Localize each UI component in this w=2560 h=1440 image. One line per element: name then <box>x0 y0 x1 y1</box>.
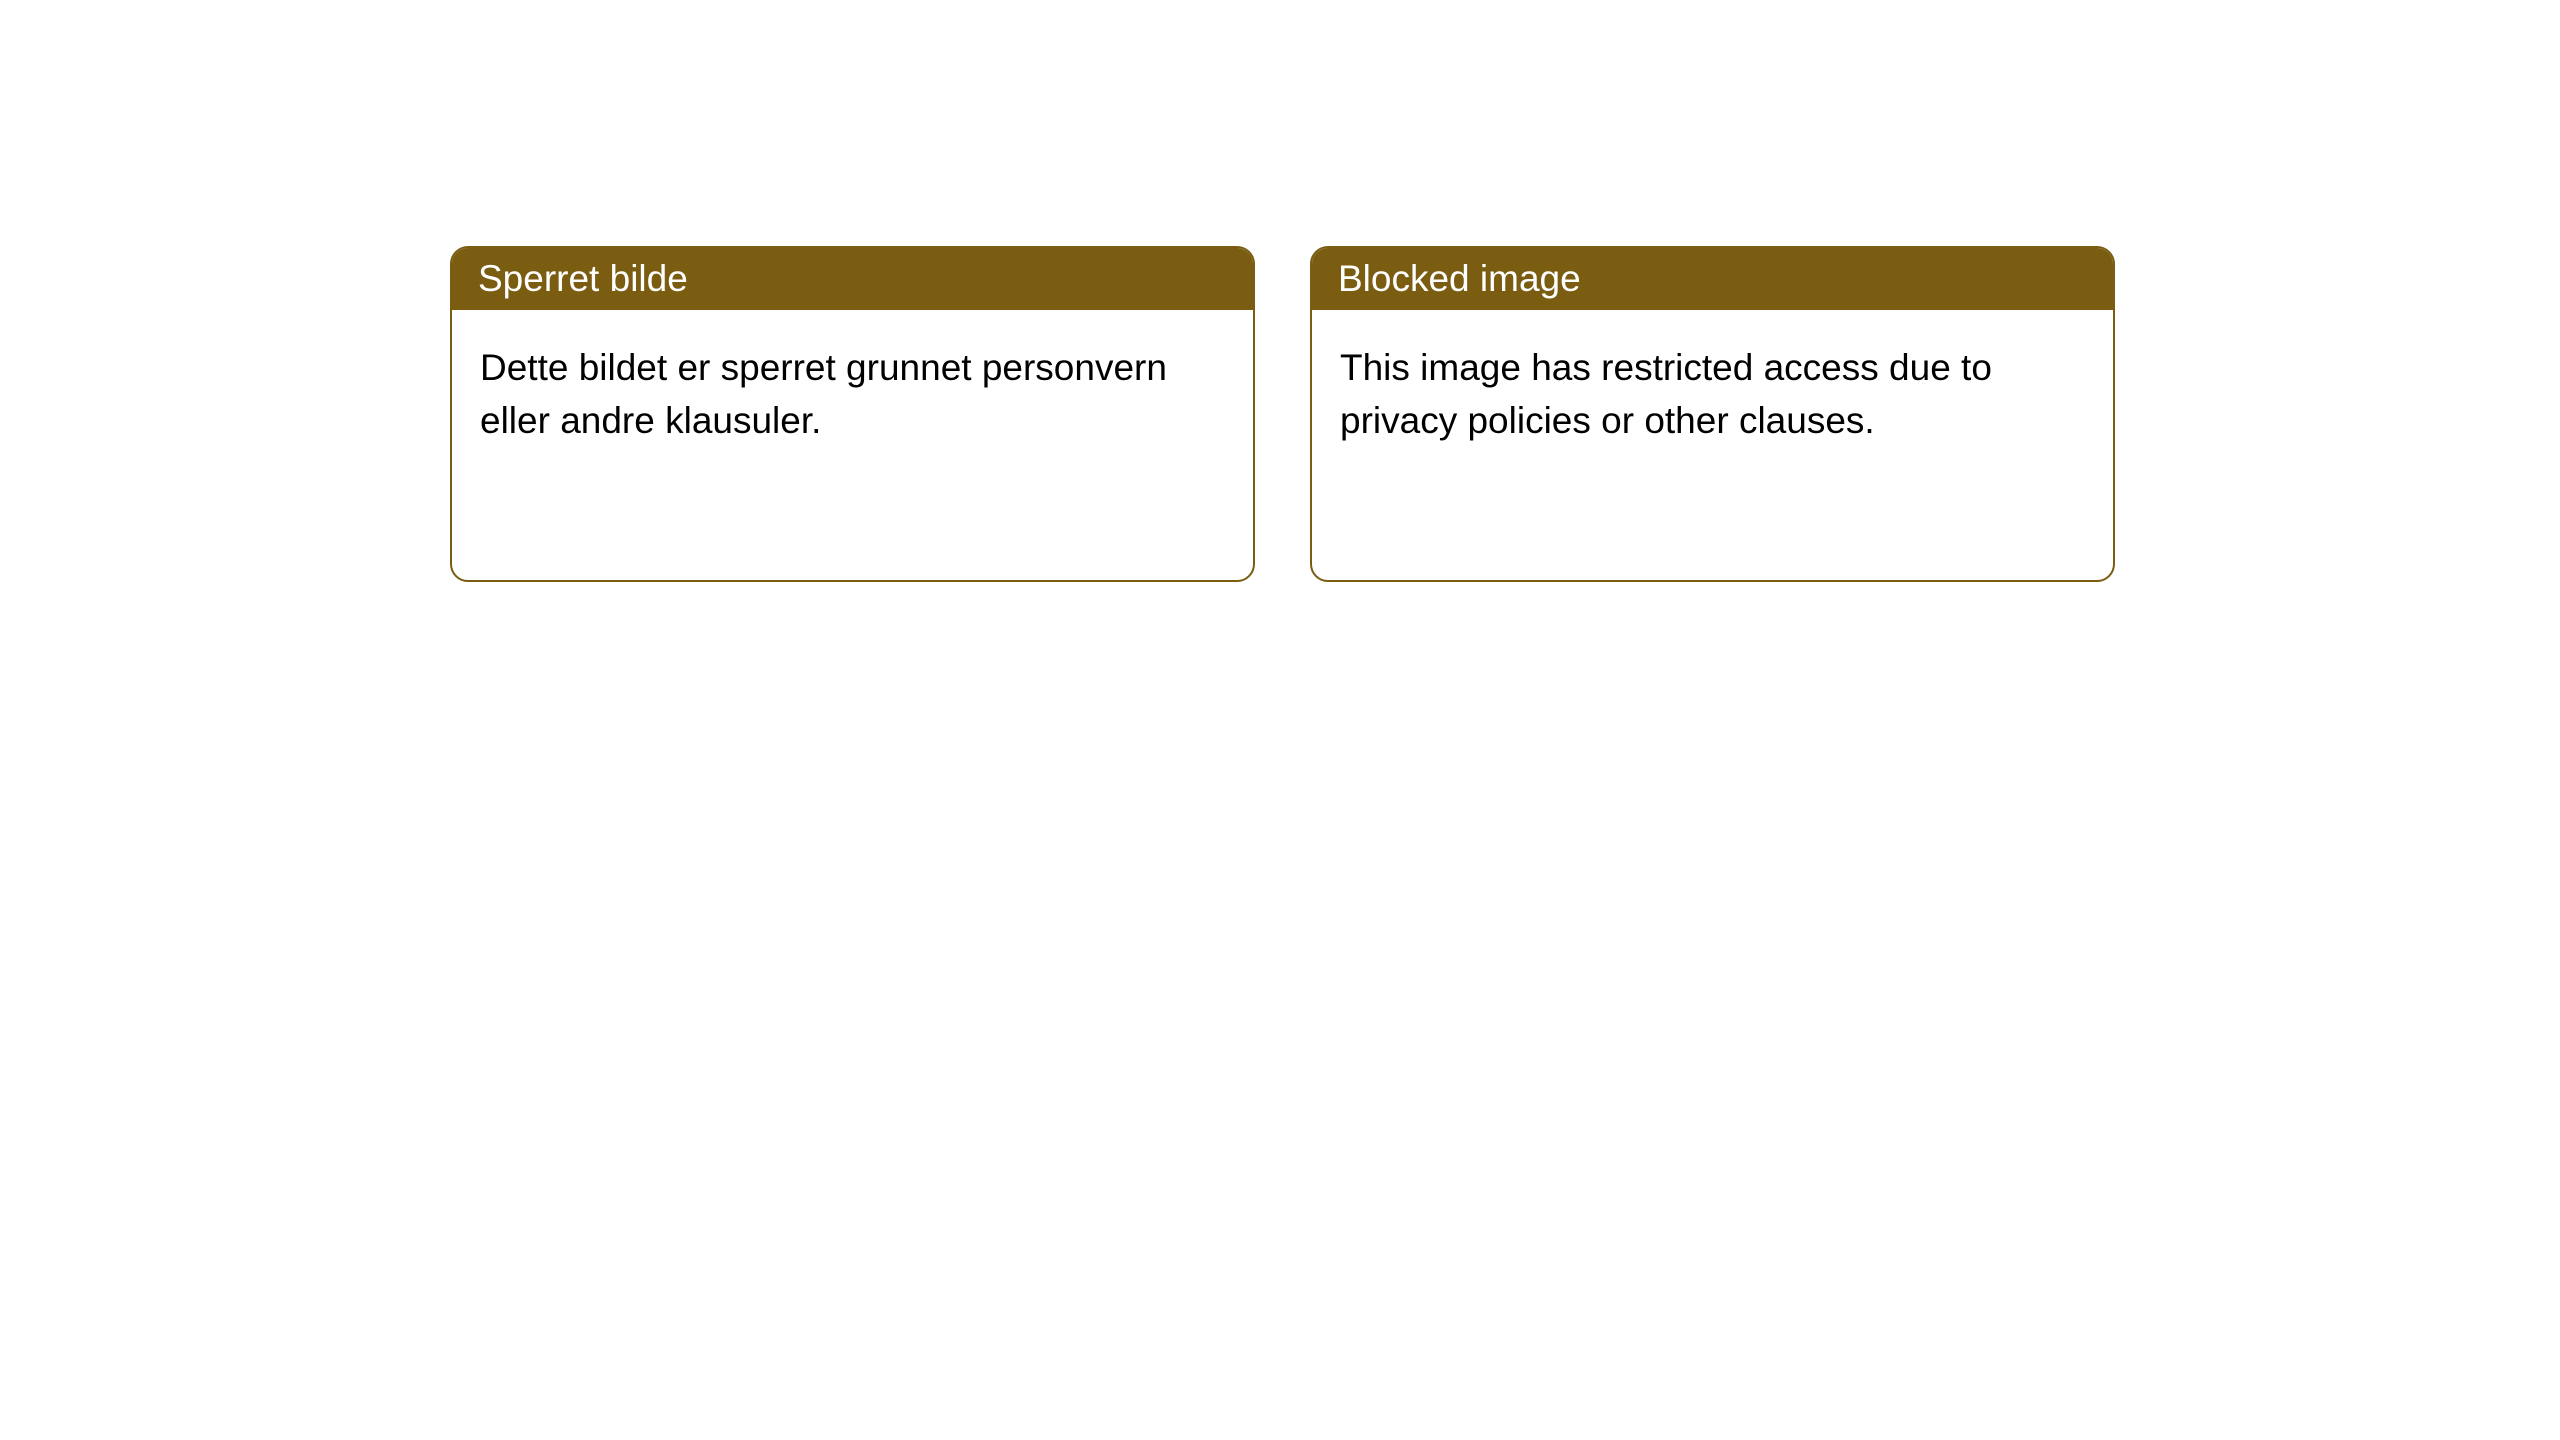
card-body: Dette bildet er sperret grunnet personve… <box>452 310 1253 479</box>
card-body: This image has restricted access due to … <box>1312 310 2113 479</box>
card-header: Blocked image <box>1312 248 2113 310</box>
blocked-image-card-no: Sperret bilde Dette bildet er sperret gr… <box>450 246 1255 582</box>
card-header: Sperret bilde <box>452 248 1253 310</box>
card-container: Sperret bilde Dette bildet er sperret gr… <box>0 0 2560 582</box>
card-message: Dette bildet er sperret grunnet personve… <box>480 347 1167 441</box>
blocked-image-card-en: Blocked image This image has restricted … <box>1310 246 2115 582</box>
card-message: This image has restricted access due to … <box>1340 347 1992 441</box>
card-title: Sperret bilde <box>478 258 688 299</box>
card-title: Blocked image <box>1338 258 1581 299</box>
